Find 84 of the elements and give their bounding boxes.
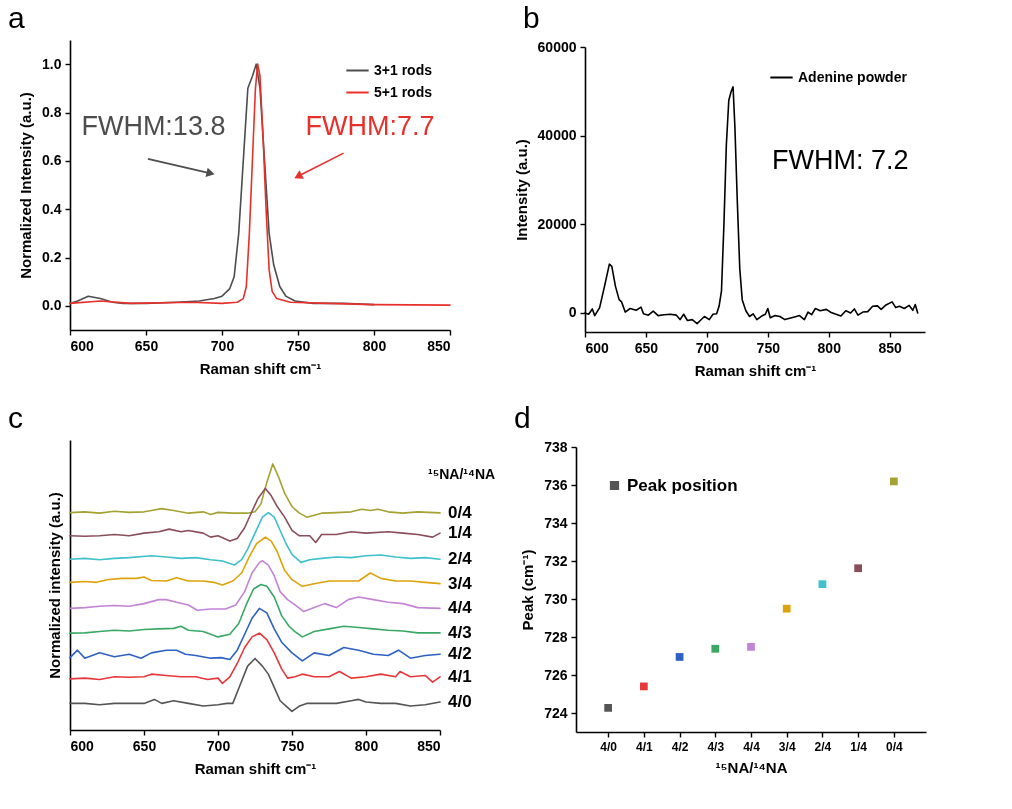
x-tick-label: 750 — [756, 339, 781, 356]
point — [711, 644, 720, 653]
y-tick-label: 0.4 — [42, 200, 62, 217]
series-label: 4/1 — [448, 666, 472, 686]
y-tick-label: 736 — [544, 476, 568, 493]
y-tick-label: 732 — [544, 552, 568, 569]
y-tick-label: 1.0 — [42, 55, 62, 72]
x-tick-label: 800 — [354, 737, 379, 754]
x-axis-title: ¹⁵NA/¹⁴NA — [715, 758, 788, 776]
x-tick-label: 650 — [634, 339, 659, 356]
x-axis-title: Raman shift cm⁻¹ — [694, 361, 817, 379]
y-axis-title: Peak (cm⁻¹) — [519, 549, 537, 631]
annotation: FWHM:13.8 — [81, 111, 226, 141]
y-tick-label: 730 — [544, 590, 568, 607]
series-label: 0/4 — [448, 502, 473, 522]
annotation: FWHM:7.7 — [305, 111, 435, 141]
x-tick-label: 600 — [70, 737, 95, 754]
chart-title: d — [514, 401, 531, 434]
point — [747, 643, 755, 651]
x-tick-label: 2/4 — [814, 739, 832, 754]
x-axis-title: Raman shift cm⁻¹ — [199, 359, 322, 377]
y-tick-label: 0.2 — [42, 249, 62, 265]
x-tick-label: 750 — [286, 337, 311, 354]
y-tick-label: 0.8 — [42, 104, 62, 120]
y-axis-title: Intensity (a.u.) — [512, 139, 530, 241]
chart-title: b — [523, 1, 540, 34]
y-tick-label: 0 — [568, 304, 577, 321]
x-tick-label: 800 — [817, 339, 842, 356]
y-tick-label: 60000 — [537, 38, 577, 55]
y-tick-label: 724 — [544, 704, 568, 721]
point — [782, 604, 791, 613]
y-axis-title: Normalized intensity (a.u.) — [45, 492, 63, 679]
annotation: FWHM: 7.2 — [772, 145, 909, 175]
x-tick-label: 4/4 — [743, 739, 761, 754]
x-tick-label: 850 — [417, 737, 441, 754]
legend-label: Peak position — [627, 475, 738, 495]
y-tick-label: 734 — [544, 514, 568, 531]
x-tick-label: 700 — [210, 337, 235, 354]
chart-title: c — [8, 401, 23, 434]
x-tick-label: 600 — [585, 339, 610, 356]
series-label: 4/3 — [448, 622, 472, 642]
x-tick-label: 800 — [362, 337, 387, 354]
series-label: 1/4 — [448, 523, 473, 543]
chart-title: a — [8, 1, 25, 34]
x-tick-label: 0/4 — [886, 739, 904, 754]
x-tick-label: 650 — [134, 337, 159, 354]
point — [675, 653, 684, 661]
point — [604, 704, 613, 712]
x-tick-label: 850 — [878, 339, 903, 356]
x-tick-label: 4/2 — [671, 739, 689, 754]
y-tick-label: 726 — [544, 666, 568, 683]
x-tick-label: 4/3 — [707, 739, 725, 754]
series-label: 4/2 — [448, 644, 472, 664]
series-label: 3/4 — [448, 573, 473, 593]
x-tick-label: 650 — [132, 737, 157, 754]
y-tick-label: 20000 — [537, 215, 577, 232]
x-tick-label: 700 — [695, 339, 720, 356]
x-tick-label: 700 — [206, 737, 231, 754]
series-label: 4/0 — [448, 692, 472, 712]
point — [818, 580, 827, 589]
legend-label: 3+1 rods — [374, 61, 433, 78]
point — [889, 477, 898, 486]
y-tick-label: 0.6 — [42, 152, 62, 169]
y-tick-label: 738 — [544, 438, 568, 455]
x-tick-label: 3/4 — [778, 739, 796, 754]
point — [854, 564, 863, 573]
x-tick-label: 850 — [427, 337, 451, 354]
legend-title: ¹⁵NA/¹⁴NA — [428, 465, 496, 482]
point — [639, 682, 648, 691]
series-label: 2/4 — [448, 549, 473, 569]
x-tick-label: 4/0 — [600, 739, 618, 754]
y-tick-label: 40000 — [537, 127, 577, 144]
line-series — [69, 63, 451, 306]
x-tick-label: 750 — [280, 737, 305, 754]
y-axis-title: Normalized Intensity (a.u.) — [17, 92, 35, 279]
x-axis-title: Raman shift cm⁻¹ — [194, 759, 317, 777]
x-tick-label: 4/1 — [636, 739, 654, 754]
x-tick-label: 600 — [70, 337, 95, 354]
x-tick-label: 1/4 — [850, 739, 868, 754]
y-tick-label: 0.0 — [42, 297, 62, 314]
series-label: 4/4 — [448, 598, 473, 618]
legend-label: 5+1 rods — [374, 83, 433, 100]
y-tick-label: 728 — [544, 628, 568, 645]
legend-label: Adenine powder — [798, 68, 908, 85]
